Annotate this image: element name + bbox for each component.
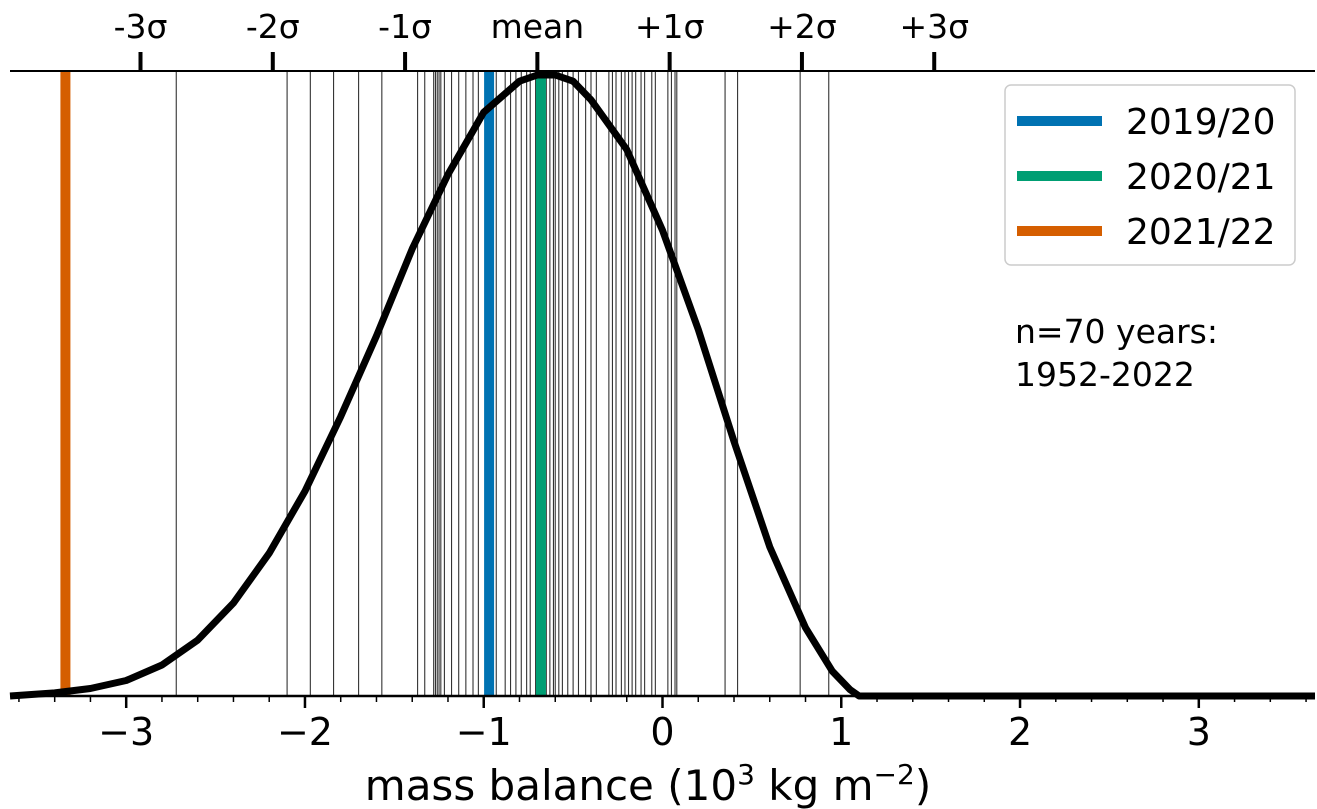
x-tick-label: −3	[98, 710, 154, 754]
x-tick-label: −1	[456, 710, 512, 754]
annotation-line-1: n=70 years:	[1015, 312, 1218, 351]
sigma-tick-label: -1σ	[378, 7, 432, 46]
sigma-tick-label: +2σ	[767, 7, 837, 46]
legend-label: 2021/22	[1126, 212, 1276, 253]
sigma-axis: -3σ -2σ -1σ mean +1σ +2σ +3σ	[114, 7, 969, 71]
annual-value-lines	[175, 71, 830, 696]
legend-box	[1004, 84, 1296, 266]
legend-label: 2019/20	[1126, 102, 1276, 143]
x-tick-label: 1	[829, 710, 853, 754]
legend: 2019/20 2020/21 2021/22	[1004, 84, 1296, 266]
sigma-tick-label: -3σ	[114, 7, 168, 46]
x-axis-minor-ticks	[18, 696, 1307, 702]
annotation: n=70 years: 1952-2022	[1015, 312, 1228, 394]
sigma-tick-label: +1σ	[635, 7, 705, 46]
x-axis-label: mass balance (103 kg m−2)	[365, 758, 931, 809]
distribution-curve	[9, 71, 1315, 700]
sigma-tick-label: -2σ	[246, 7, 300, 46]
annotation-line-2: 1952-2022	[1015, 355, 1195, 394]
x-tick-label: 2	[1008, 710, 1032, 754]
x-tick-label: 0	[650, 710, 674, 754]
x-tick-label: −2	[277, 710, 333, 754]
legend-label: 2020/21	[1126, 157, 1276, 198]
sigma-tick-label: +3σ	[899, 7, 969, 46]
highlighted-year-lines	[60, 71, 546, 696]
sigma-tick-label: mean	[491, 7, 585, 46]
x-tick-label: 3	[1187, 710, 1211, 754]
x-axis-ticks: −3 −2 −1 0 1 2 3	[98, 696, 1211, 754]
